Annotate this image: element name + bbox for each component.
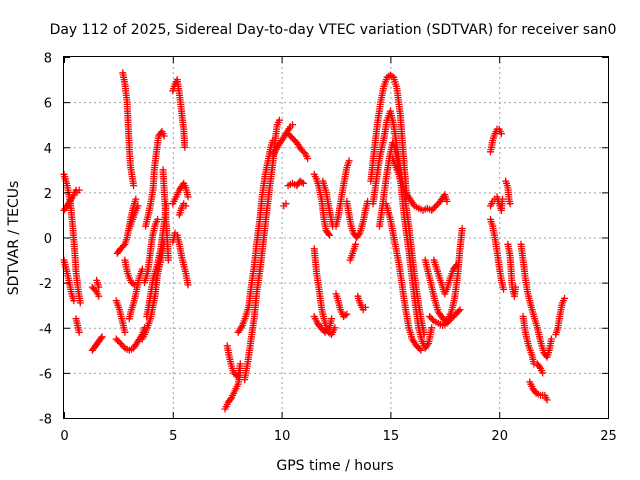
y-tick-label: 8 — [44, 52, 52, 67]
data-point — [97, 334, 105, 342]
data-point — [91, 286, 99, 294]
data-point — [328, 315, 336, 323]
data-point — [417, 346, 425, 354]
data-point — [512, 283, 519, 291]
data-point — [561, 294, 568, 302]
plot-frame — [63, 56, 609, 419]
data-point — [500, 285, 508, 293]
data-point — [352, 240, 360, 248]
data-point — [497, 130, 505, 138]
data-point — [345, 157, 353, 165]
data-point — [75, 328, 83, 336]
data-point — [121, 328, 129, 336]
data-point — [130, 182, 138, 190]
x-tick-label: 20 — [491, 429, 508, 444]
data-point — [428, 324, 436, 332]
y-tick-label: -6 — [39, 367, 52, 382]
x-tick-label: 10 — [274, 429, 291, 444]
data-point — [76, 299, 84, 307]
data-point — [429, 316, 436, 323]
x-tick-label: 5 — [169, 429, 177, 444]
data-point — [160, 132, 168, 140]
data-point — [458, 225, 466, 232]
data-point — [324, 230, 332, 238]
data-point — [154, 215, 162, 223]
chart-title: Day 112 of 2025, Sidereal Day-to-day VTE… — [50, 22, 617, 38]
data-point — [98, 333, 106, 341]
data-point — [547, 335, 555, 343]
data-point — [324, 325, 332, 333]
data-point — [343, 310, 351, 318]
data-point — [539, 369, 547, 377]
y-axis-label: SDTVAR / TECUs — [6, 181, 22, 296]
data-point — [164, 256, 172, 264]
data-point — [506, 200, 514, 208]
data-point — [453, 261, 461, 269]
data-point — [326, 231, 333, 239]
x-tick-label: 15 — [383, 429, 400, 444]
data-point — [181, 143, 189, 151]
x-tick-label: 0 — [60, 429, 68, 444]
data-point — [120, 343, 127, 351]
data-point — [456, 306, 464, 314]
data-point — [443, 197, 451, 205]
axis-ticks: 0 5 10 15 20 25 -8 -6 -4 -2 0 2 4 6 8 — [39, 52, 617, 445]
data-point — [75, 186, 83, 194]
data-point — [184, 281, 192, 289]
data-point — [304, 155, 312, 162]
data-point — [95, 292, 103, 300]
x-axis-label: GPS time / hours — [276, 458, 393, 474]
y-tick-label: 4 — [44, 142, 52, 157]
data-point — [236, 360, 244, 368]
data-point — [134, 202, 142, 210]
data-point — [300, 149, 308, 156]
y-tick-label: -4 — [39, 322, 52, 337]
data-point — [289, 121, 296, 129]
y-tick-label: 0 — [44, 232, 52, 247]
data-point — [282, 200, 290, 208]
y-tick-label: -8 — [39, 413, 52, 428]
data-point — [499, 195, 506, 203]
data-point — [95, 283, 103, 291]
data-point — [70, 297, 78, 305]
y-tick-label: -2 — [39, 277, 52, 292]
data-point — [132, 195, 140, 203]
data-points — [60, 69, 568, 413]
data-point — [543, 396, 551, 404]
data-point — [227, 395, 234, 403]
data-point — [452, 262, 460, 270]
data-point — [423, 341, 431, 349]
data-point — [536, 363, 543, 371]
data-point — [120, 242, 127, 250]
data-point — [299, 179, 307, 187]
data-point — [275, 116, 283, 124]
data-point — [415, 345, 423, 353]
y-tick-label: 6 — [44, 97, 52, 112]
data-point — [355, 231, 363, 238]
x-tick-label: 25 — [600, 429, 617, 444]
data-point — [131, 281, 139, 289]
data-point — [455, 307, 463, 315]
data-point — [129, 280, 137, 288]
data-point — [361, 303, 369, 311]
data-point — [184, 193, 192, 201]
data-point — [182, 202, 190, 210]
y-tick-label: 2 — [44, 187, 52, 202]
